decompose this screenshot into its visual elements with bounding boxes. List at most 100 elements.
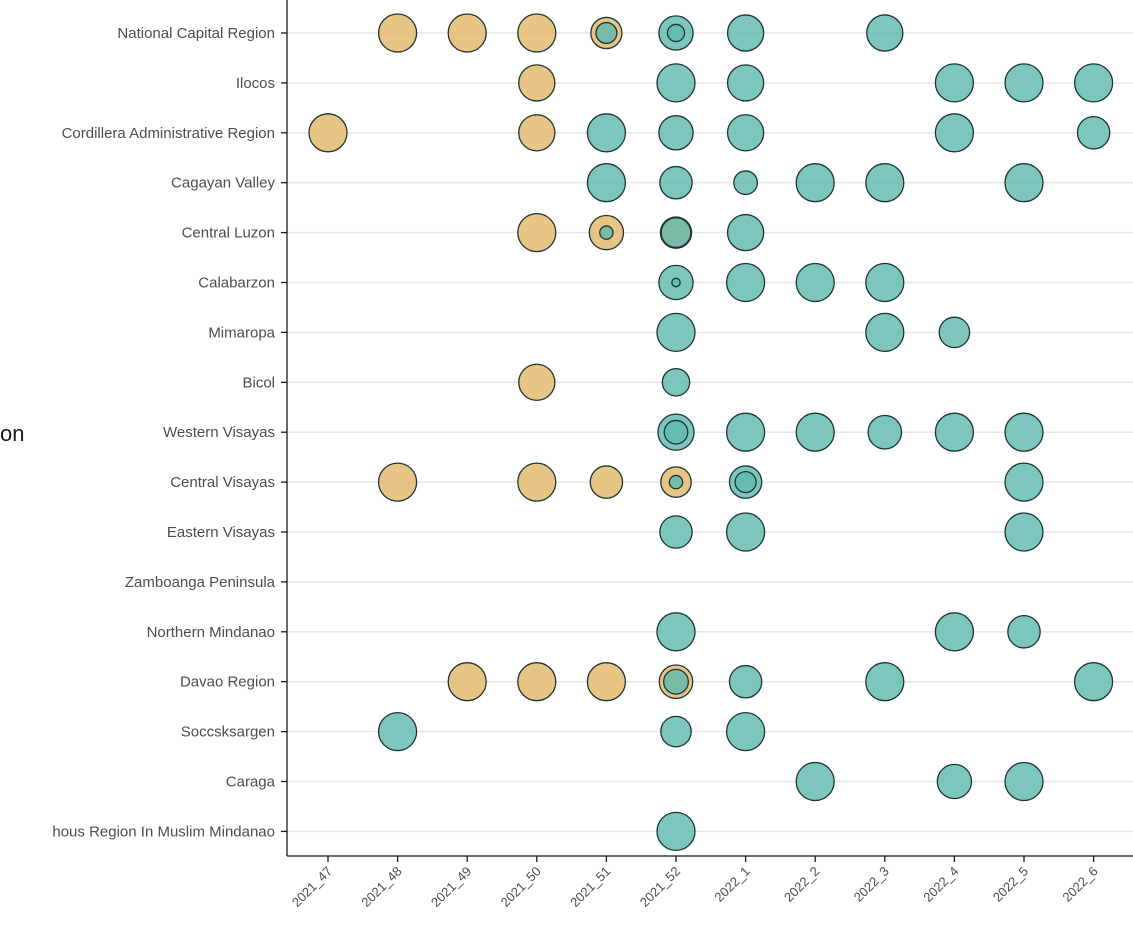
- y-tick-label: Caraga: [226, 774, 276, 791]
- data-point-teal: [595, 21, 618, 45]
- data-point-teal: [656, 811, 696, 852]
- data-point-teal: [656, 312, 696, 353]
- data-point-tan: [447, 13, 487, 53]
- x-tick-label: 2022_6: [1059, 864, 1100, 905]
- data-point-teal: [1073, 662, 1114, 702]
- y-tick-label: hous Region In Muslim Mindanao: [52, 823, 275, 840]
- data-point-tan: [517, 212, 557, 253]
- data-point-tan: [447, 662, 487, 702]
- data-point-teal: [733, 170, 759, 196]
- y-tick-label: Calabarzon: [198, 275, 275, 292]
- data-point-teal: [1004, 412, 1044, 452]
- data-point-tan: [308, 113, 348, 153]
- data-point-teal: [656, 612, 696, 652]
- x-tick-label: 2021_51: [567, 864, 613, 910]
- x-tick-label: 2021_47: [289, 864, 335, 910]
- gridlines: [287, 32, 1133, 833]
- y-tick-label: Western Visayas: [163, 424, 275, 441]
- y-tick-label: Davao Region: [180, 674, 275, 691]
- y-tick-label: Bicol: [242, 374, 275, 391]
- y-tick-label: Ilocos: [236, 75, 275, 92]
- data-point-teal: [1004, 462, 1044, 502]
- data-point-teal: [660, 217, 692, 249]
- data-point-tan: [377, 462, 418, 502]
- data-point-teal: [725, 711, 766, 752]
- x-tick-label: 2021_49: [428, 864, 474, 910]
- data-point-teal: [659, 165, 693, 200]
- x-tick-label: 2021_52: [637, 864, 683, 910]
- data-point-tan: [586, 662, 627, 702]
- y-tick-label: Central Visayas: [170, 474, 275, 491]
- x-tick-label: 2021_50: [498, 864, 544, 910]
- data-point-teal: [866, 14, 904, 52]
- data-point-teal: [661, 367, 691, 397]
- data-point-teal: [1004, 512, 1044, 552]
- x-tick-label: 2022_2: [781, 864, 822, 905]
- y-tick-label: National Capital Region: [117, 25, 275, 42]
- data-point-teal: [668, 474, 684, 490]
- y-axis-title: on: [0, 421, 24, 446]
- data-point-tan: [377, 13, 418, 53]
- y-tick-label: Cordillera Administrative Region: [62, 125, 275, 142]
- data-point-teal: [377, 711, 418, 752]
- data-point-teal: [659, 515, 693, 549]
- data-point-tan: [517, 662, 557, 702]
- data-point-teal: [1004, 63, 1044, 103]
- data-point-teal: [671, 277, 681, 288]
- data-point-tan: [518, 363, 556, 401]
- data-point-teal: [663, 668, 690, 695]
- x-tick-label: 2022_4: [920, 864, 961, 905]
- data-point-tan: [589, 465, 624, 499]
- data-point-teal: [936, 763, 973, 800]
- y-tick-label: Eastern Visayas: [167, 524, 275, 541]
- data-point-teal: [734, 470, 757, 494]
- data-point-teal: [938, 316, 971, 349]
- data-point-teal: [586, 163, 627, 203]
- data-point-teal: [934, 113, 975, 153]
- data-point-teal: [726, 213, 765, 252]
- data-point-teal: [726, 14, 765, 52]
- data-point-teal: [660, 715, 692, 748]
- y-tick-label: Northern Mindanao: [147, 624, 275, 641]
- data-point-teal: [1073, 63, 1114, 103]
- data-point-tan: [517, 462, 557, 502]
- x-tick-label: 2022_3: [851, 864, 892, 905]
- data-point-teal: [795, 163, 835, 203]
- data-point-teal: [586, 113, 627, 153]
- axes: [281, 0, 1133, 862]
- data-point-teal: [865, 262, 905, 303]
- data-point-teal: [934, 63, 975, 103]
- data-points: [308, 13, 1114, 852]
- y-tick-label: Zamboanga Peninsula: [125, 574, 276, 591]
- data-point-teal: [795, 262, 835, 303]
- data-point-teal: [725, 412, 766, 452]
- data-point-teal: [865, 163, 905, 203]
- data-point-tan: [518, 114, 556, 152]
- y-tick-label: Soccsksargen: [181, 724, 275, 741]
- data-point-teal: [865, 312, 905, 353]
- x-tick-label: 2022_5: [990, 864, 1031, 905]
- x-tick-label: 2022_1: [711, 864, 752, 905]
- data-point-teal: [934, 612, 975, 652]
- data-point-teal: [725, 512, 766, 552]
- x-tick-label: 2021_48: [358, 864, 404, 910]
- data-point-teal: [1004, 761, 1044, 802]
- y-tick-label: Cagayan Valley: [171, 175, 275, 192]
- data-point-teal: [656, 63, 696, 103]
- data-point-teal: [726, 114, 765, 152]
- data-point-teal: [795, 761, 835, 802]
- data-point-teal: [865, 662, 905, 702]
- data-point-teal: [663, 419, 689, 445]
- data-point-tan: [518, 64, 556, 102]
- data-point-teal: [725, 262, 766, 303]
- data-point-teal: [599, 225, 614, 240]
- data-point-tan: [517, 13, 557, 53]
- data-point-teal: [728, 664, 763, 699]
- data-point-teal: [867, 414, 903, 450]
- data-point-teal: [1004, 163, 1044, 203]
- y-tick-label: Mimaropa: [208, 324, 275, 341]
- data-point-teal: [1076, 116, 1111, 150]
- data-point-teal: [726, 64, 765, 102]
- data-point-teal: [1007, 614, 1041, 649]
